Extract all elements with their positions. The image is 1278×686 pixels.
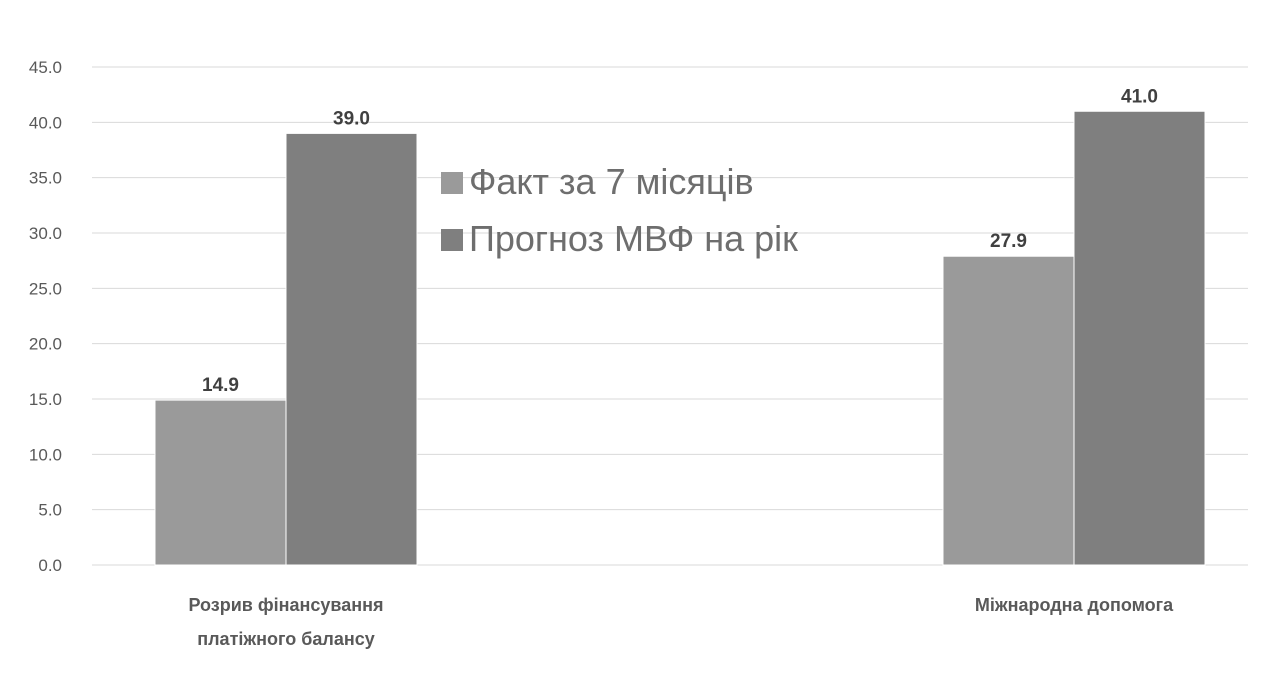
bar-forecast: [285, 132, 418, 566]
y-tick-label: 0.0: [38, 556, 62, 575]
data-label: 41.0: [1121, 86, 1158, 107]
x-category-label: платіжного балансу: [197, 629, 375, 649]
data-label: 39.0: [333, 108, 370, 129]
y-tick-label: 30.0: [29, 224, 62, 243]
legend-swatch: [441, 172, 463, 194]
y-tick-label: 10.0: [29, 445, 62, 464]
y-tick-label: 5.0: [38, 501, 62, 520]
data-label: 27.9: [990, 231, 1027, 252]
bar-fact: [154, 399, 287, 566]
legend-label: Факт за 7 місяців: [469, 161, 754, 202]
legend-swatch: [441, 229, 463, 251]
y-tick-label: 20.0: [29, 335, 62, 354]
y-tick-label: 40.0: [29, 113, 62, 132]
x-category-label: Розрив фінансування: [188, 595, 383, 615]
y-tick-label: 15.0: [29, 390, 62, 409]
y-tick-label: 25.0: [29, 279, 62, 298]
bar-fact: [942, 255, 1075, 566]
bar-forecast: [1073, 110, 1206, 566]
y-tick-label: 35.0: [29, 169, 62, 188]
x-category-label: Міжнародна допомога: [975, 595, 1174, 615]
data-label: 14.9: [202, 375, 239, 396]
y-tick-label: 45.0: [29, 58, 62, 77]
legend-label: Прогноз МВФ на рік: [469, 218, 798, 259]
